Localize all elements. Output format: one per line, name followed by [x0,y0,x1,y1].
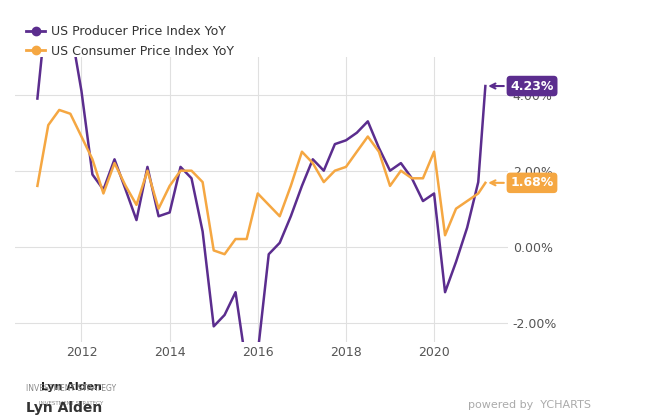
FancyBboxPatch shape [7,370,136,416]
Text: powered by  YCHARTS: powered by YCHARTS [468,400,591,410]
Text: 1.68%: 1.68% [491,176,554,189]
Text: Lyn Alden: Lyn Alden [41,382,102,392]
Text: INVESTMENT STRATEGY: INVESTMENT STRATEGY [26,384,116,393]
Text: Lyn Alden: Lyn Alden [26,401,102,415]
Legend: US Producer Price Index YoY, US Consumer Price Index YoY: US Producer Price Index YoY, US Consumer… [21,20,239,62]
Text: INVESTMENT STRATEGY: INVESTMENT STRATEGY [40,401,103,406]
Text: 4.23%: 4.23% [491,79,554,92]
